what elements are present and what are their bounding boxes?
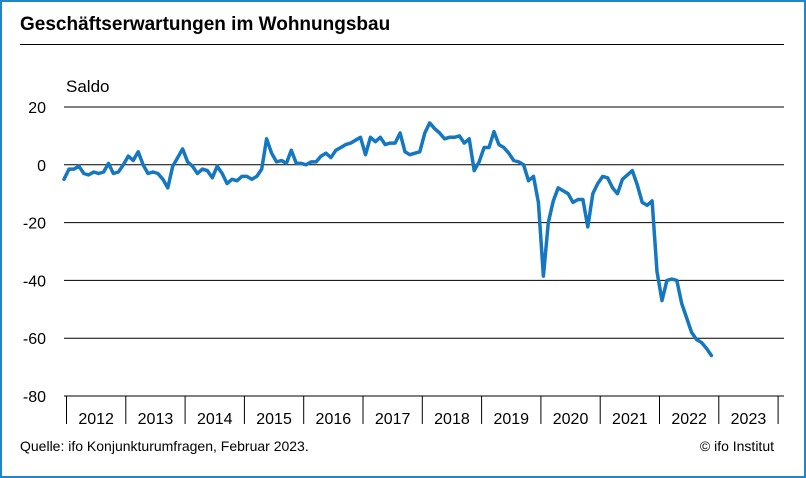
x-tick-label: 2021 <box>612 411 648 428</box>
x-tick-label: 2017 <box>375 411 411 428</box>
chart-title: Geschäftserwartungen im Wohnungsbau <box>20 14 391 35</box>
x-tick-label: 2014 <box>197 411 233 428</box>
y-tick-label: 0 <box>37 158 46 175</box>
x-tick-label: 2018 <box>434 411 470 428</box>
x-tick-label: 2020 <box>553 411 589 428</box>
x-tick-label: 2016 <box>316 411 352 428</box>
title-divider <box>20 44 784 45</box>
y-tick-label: -60 <box>23 331 46 348</box>
series-line <box>62 121 714 358</box>
source-note: Quelle: ifo Konjunkturumfragen, Februar … <box>20 438 309 454</box>
x-tick-label: 2013 <box>138 411 174 428</box>
x-tick-label: 2015 <box>256 411 292 428</box>
x-tick-label: 2023 <box>731 411 767 428</box>
y-tick-label: -40 <box>23 273 46 290</box>
x-tick-label: 2012 <box>78 411 114 428</box>
copyright-note: © ifo Institut <box>699 438 774 454</box>
y-tick-label: -20 <box>23 216 46 233</box>
x-tick-label: 2022 <box>671 411 707 428</box>
y-axis-label: Saldo <box>66 77 110 96</box>
x-tick-label: 2019 <box>493 411 529 428</box>
y-tick-label: -80 <box>23 389 46 406</box>
y-tick-label: 20 <box>28 100 46 117</box>
